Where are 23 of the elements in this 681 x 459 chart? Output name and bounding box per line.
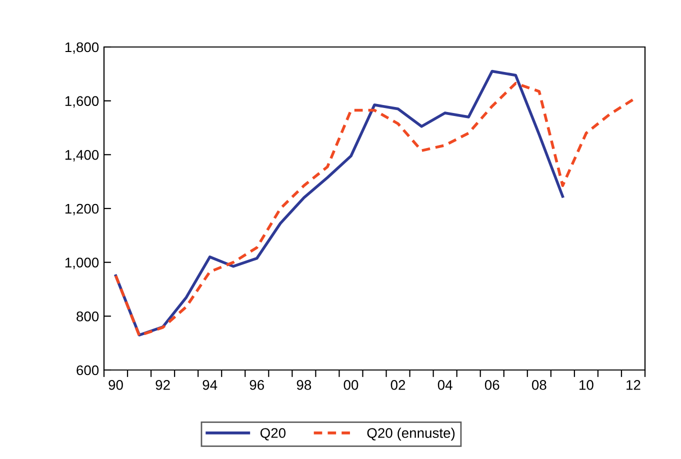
x-tick-label: 10 bbox=[580, 380, 594, 390]
x-tick-label: 96 bbox=[250, 380, 264, 390]
x-tick-label: 00 bbox=[344, 380, 358, 390]
y-tick-label: 1,600 bbox=[65, 96, 99, 108]
line-series bbox=[114, 70, 564, 336]
x-tick-label: 04 bbox=[438, 380, 452, 390]
x-tick-label: 90 bbox=[108, 380, 123, 390]
x-tick-label: 12 bbox=[626, 380, 640, 390]
x-tick-label: 98 bbox=[296, 380, 312, 390]
y-tick-label: 1,800 bbox=[65, 42, 99, 54]
y-tick-label: 600 bbox=[76, 365, 99, 376]
x-tick-label: 02 bbox=[390, 380, 406, 390]
y-tick-label: 1,200 bbox=[65, 204, 99, 216]
y-tick-label: 1,400 bbox=[65, 150, 99, 162]
legend-label: Q20 bbox=[260, 428, 286, 440]
y-tick-label: 800 bbox=[76, 312, 99, 322]
y-tick-label: 1,000 bbox=[65, 258, 99, 270]
x-tick-label: 92 bbox=[156, 380, 170, 390]
x-tick-label: 06 bbox=[484, 380, 500, 390]
x-tick-label: 08 bbox=[532, 380, 546, 390]
x-tick-label: 94 bbox=[202, 380, 218, 390]
legend-label: Q20 (ennuste) bbox=[367, 428, 455, 441]
line-series bbox=[114, 82, 635, 337]
